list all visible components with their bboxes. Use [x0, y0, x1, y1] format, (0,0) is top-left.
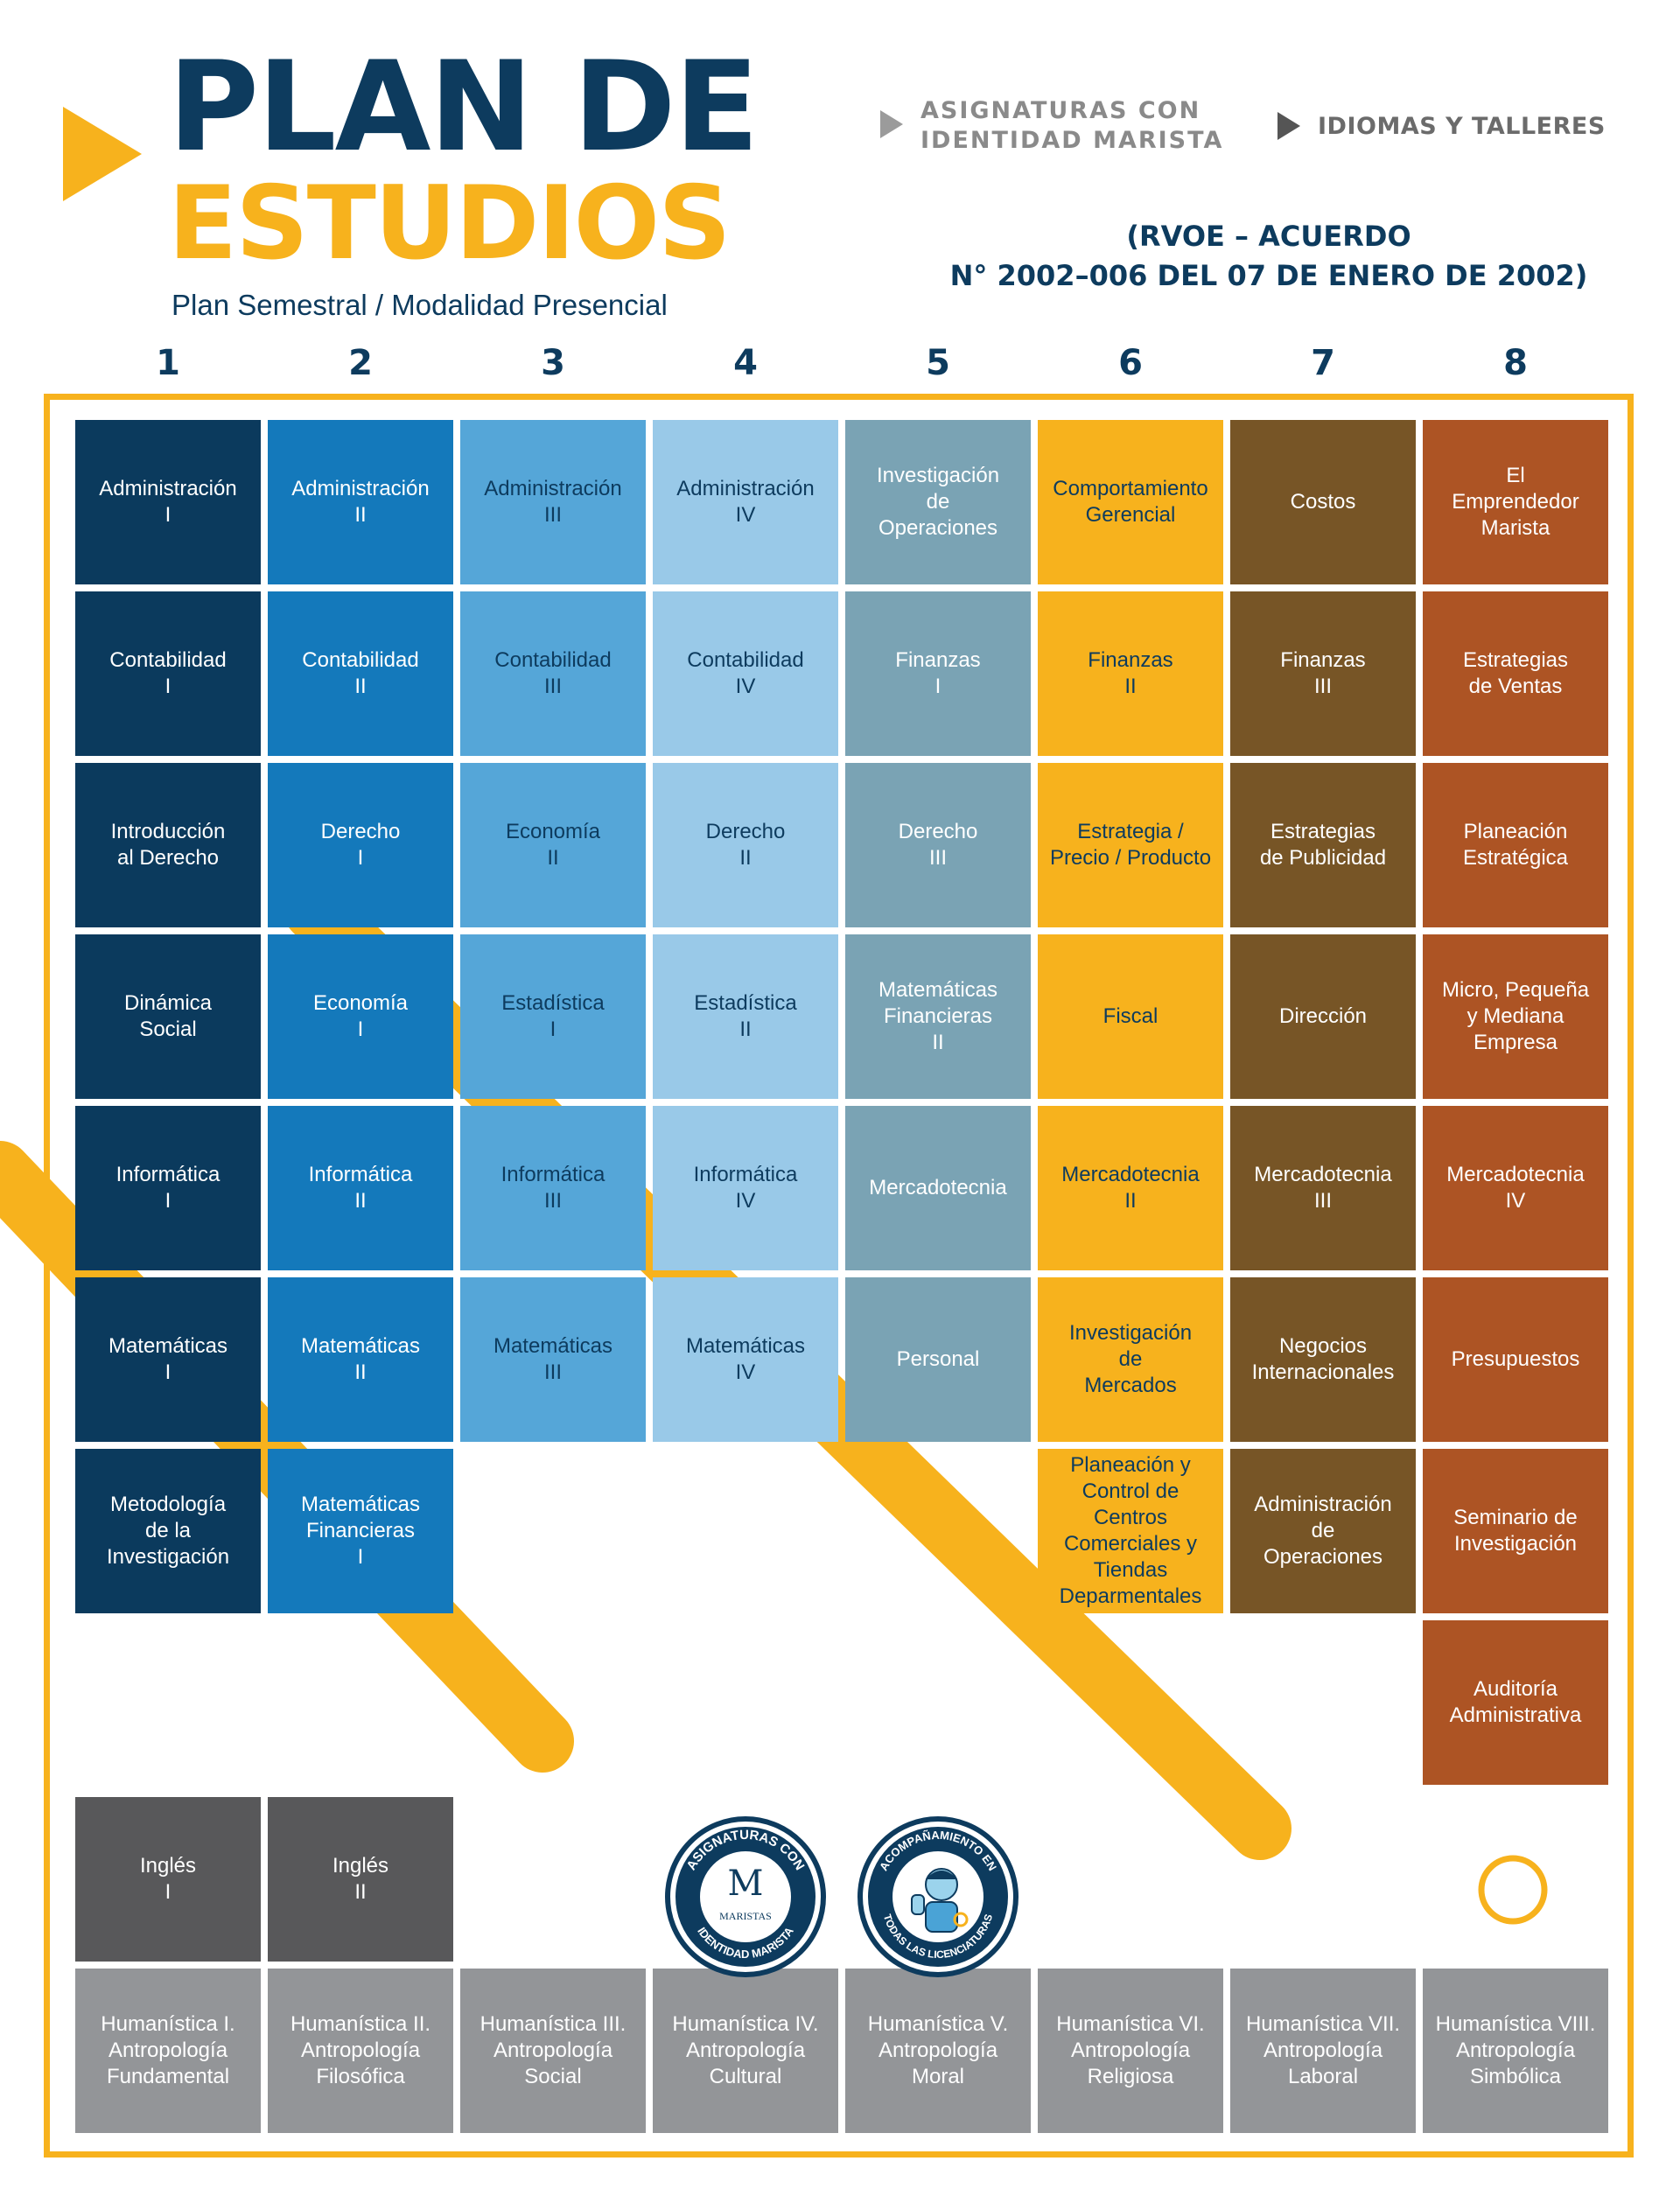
subject-cell: Derecho I	[268, 763, 453, 927]
language-cell: Inglés I	[75, 1797, 261, 1962]
subject-cell: Costos	[1230, 420, 1416, 584]
subject-cell: Contabilidad II	[268, 591, 453, 756]
badge-acompanamiento: ACOMPAÑAMIENTO EN TODAS LAS LICENCIATURA…	[858, 1816, 1018, 1977]
subject-cell: Planeación y Control de Centros Comercia…	[1038, 1449, 1223, 1613]
subject-cell: Negocios Internacionales	[1230, 1277, 1416, 1442]
page-title-line2: ESTUDIOS	[168, 164, 732, 283]
semester-heading: 4	[733, 343, 758, 383]
subject-cell: Matemáticas Financieras I	[268, 1449, 453, 1613]
subject-cell: Seminario de Investigación	[1423, 1449, 1608, 1613]
badge-marista-logo-text: MARISTAS	[719, 1910, 772, 1922]
subject-cell: Administración III	[460, 420, 646, 584]
subject-cell: Matemáticas I	[75, 1277, 261, 1442]
subject-cell: Mercadotecnia IV	[1423, 1106, 1608, 1270]
subject-cell: Contabilidad I	[75, 591, 261, 756]
semester-heading: 7	[1311, 343, 1335, 383]
rvoe-note: (RVOE – ACUERDO N° 2002–006 DEL 07 DE EN…	[892, 217, 1645, 296]
subject-cell: Economía I	[268, 934, 453, 1099]
humanistica-cell: Humanística VII. Antropología Laboral	[1230, 1969, 1416, 2133]
marista-monogram-icon: M	[728, 1864, 764, 1904]
subject-cell: Informática I	[75, 1106, 261, 1270]
subject-cell: Administración II	[268, 420, 453, 584]
legend-idiomas-arrow-icon	[1278, 112, 1300, 140]
subject-cell: Administración de Operaciones	[1230, 1449, 1416, 1613]
subject-cell: Mercadotecnia III	[1230, 1106, 1416, 1270]
subject-cell: Introducción al Derecho	[75, 763, 261, 927]
accent-triangle	[63, 107, 142, 201]
subject-cell: Estrategias de Publicidad	[1230, 763, 1416, 927]
subject-cell: Informática II	[268, 1106, 453, 1270]
subject-cell: Informática IV	[653, 1106, 838, 1270]
subject-cell: Derecho II	[653, 763, 838, 927]
subject-cell: Investigación de Mercados	[1038, 1277, 1223, 1442]
humanistica-cell: Humanística VI. Antropología Religiosa	[1038, 1969, 1223, 2133]
subject-cell: Contabilidad III	[460, 591, 646, 756]
subject-cell: Mercadotecnia II	[1038, 1106, 1223, 1270]
subject-cell: Mercadotecnia	[845, 1106, 1031, 1270]
humanistica-cell: Humanística I. Antropología Fundamental	[75, 1969, 261, 2133]
student-thumbs-up-icon	[911, 1868, 969, 1933]
subject-cell: Presupuestos	[1423, 1277, 1608, 1442]
page-title-line1: PLAN DE	[168, 35, 760, 179]
humanistica-cell: Humanística II. Antropología Filosófica	[268, 1969, 453, 2133]
subject-cell: Matemáticas IV	[653, 1277, 838, 1442]
legend-idiomas: IDIOMAS Y TALLERES	[1318, 113, 1606, 140]
humanistica-cell: Humanística VIII. Antropología Simbólica	[1423, 1969, 1608, 2133]
rvoe-line2: N° 2002–006 DEL 07 DE ENERO DE 2002)	[949, 258, 1588, 292]
badge-identidad-marista: ASIGNATURAS CON IDENTIDAD MARISTA M MARI…	[665, 1816, 826, 1977]
semester-heading: 1	[156, 343, 180, 383]
subject-cell: Matemáticas II	[268, 1277, 453, 1442]
page-subtitle: Plan Semestral / Modalidad Presencial	[172, 289, 668, 321]
subject-cell: Estadística I	[460, 934, 646, 1099]
humanistica-cell: Humanística III. Antropología Social	[460, 1969, 646, 2133]
subject-cell: Fiscal	[1038, 934, 1223, 1099]
rvoe-line1: (RVOE – ACUERDO	[1126, 220, 1411, 253]
humanistica-cell: Humanística V. Antropología Moral	[845, 1969, 1031, 2133]
subject-cell: Contabilidad IV	[653, 591, 838, 756]
subject-cell: Matemáticas Financieras II	[845, 934, 1031, 1099]
subject-cell: Metodología de la Investigación	[75, 1449, 261, 1613]
subject-cell: Micro, Pequeña y Mediana Empresa	[1423, 934, 1608, 1099]
semester-heading: 6	[1118, 343, 1143, 383]
subject-cell: Estrategia / Precio / Producto	[1038, 763, 1223, 927]
legend-marista: ASIGNATURAS CON IDENTIDAD MARISTA	[920, 97, 1224, 154]
subject-cell: Estrategias de Ventas	[1423, 591, 1608, 756]
subject-cell: Derecho III	[845, 763, 1031, 927]
subject-cell: Dinámica Social	[75, 934, 261, 1099]
language-cell: Inglés II	[268, 1797, 453, 1962]
subject-cell: Dirección	[1230, 934, 1416, 1099]
legend-marista-arrow-icon	[880, 110, 903, 138]
subject-cell: Personal	[845, 1277, 1031, 1442]
curriculum-frame	[44, 394, 1634, 2158]
subject-cell: Administración IV	[653, 420, 838, 584]
subject-cell: Investigación de Operaciones	[845, 420, 1031, 584]
subject-cell: Estadística II	[653, 934, 838, 1099]
subject-cell: Finanzas I	[845, 591, 1031, 756]
semester-heading: 5	[926, 343, 950, 383]
subject-cell: Comportamiento Gerencial	[1038, 420, 1223, 584]
semester-heading: 8	[1503, 343, 1528, 383]
subject-cell: Finanzas II	[1038, 591, 1223, 756]
badge-marista-ring-icon: ASIGNATURAS CON IDENTIDAD MARISTA M MARI…	[676, 1827, 816, 1967]
subject-cell: Economía II	[460, 763, 646, 927]
subject-cell: Matemáticas III	[460, 1277, 646, 1442]
semester-heading: 2	[348, 343, 373, 383]
humanistica-cell: Humanística IV. Antropología Cultural	[653, 1969, 838, 2133]
subject-cell: El Emprendedor Marista	[1423, 420, 1608, 584]
subject-cell: Planeación Estratégica	[1423, 763, 1608, 927]
subject-cell: Administración I	[75, 420, 261, 584]
semester-heading: 3	[541, 343, 565, 383]
ring-ornament	[1478, 1855, 1548, 1925]
subject-cell: Finanzas III	[1230, 591, 1416, 756]
subject-cell: Auditoría Administrativa	[1423, 1620, 1608, 1785]
badge-acompanamiento-ring-icon: ACOMPAÑAMIENTO EN TODAS LAS LICENCIATURA…	[868, 1827, 1008, 1967]
subject-cell: Informática III	[460, 1106, 646, 1270]
